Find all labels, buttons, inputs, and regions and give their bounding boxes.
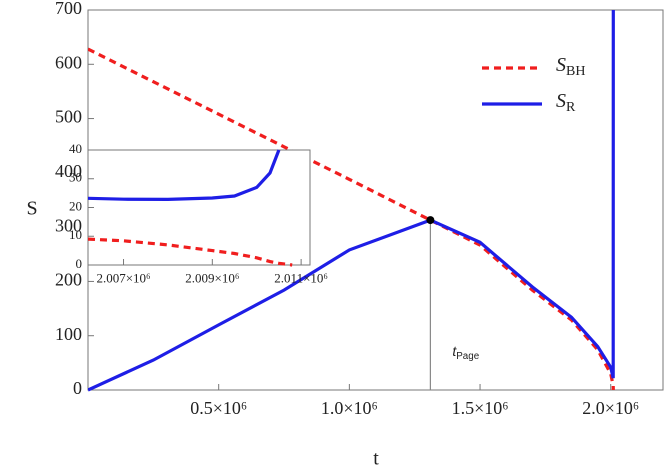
series-line [88, 237, 293, 267]
y-axis-label: S [26, 198, 37, 220]
x-tick-label: 2.0×10⁶ [582, 398, 639, 418]
y-tick-label: 700 [55, 0, 82, 18]
y-tick-label: 0 [73, 378, 82, 398]
subscript-label: SBH [556, 54, 585, 80]
y-tick-label: 20 [69, 198, 82, 213]
page-point [426, 216, 435, 225]
x-tick-label: 1.5×10⁶ [452, 398, 509, 418]
y-tick-label: 30 [69, 170, 82, 185]
y-tick-label: 600 [55, 52, 82, 72]
x-tick-label: 2.011×10⁶ [274, 270, 328, 285]
y-tick-label: 500 [55, 107, 82, 127]
y-tick-label: 200 [55, 270, 82, 290]
y-tick-label: 40 [69, 141, 82, 156]
y-tick-label: 400 [55, 161, 82, 181]
series-line [88, 9, 615, 392]
x-tick-label: 2.007×10⁶ [96, 270, 150, 285]
subscript-label: tPage [452, 343, 479, 362]
subscript-label: SR [556, 90, 576, 116]
x-tick-label: 0.5×10⁶ [190, 398, 247, 418]
y-tick-label: 0 [76, 256, 83, 271]
y-tick-label: 100 [55, 324, 82, 344]
x-tick-label: 1.0×10⁶ [321, 398, 378, 418]
series-line [88, 47, 615, 391]
x-axis-label: t [373, 448, 379, 469]
y-tick-label: 300 [55, 215, 82, 235]
x-tick-label: 2.009×10⁶ [185, 270, 239, 285]
y-tick-label: 10 [69, 227, 82, 242]
series-line [88, 149, 281, 202]
